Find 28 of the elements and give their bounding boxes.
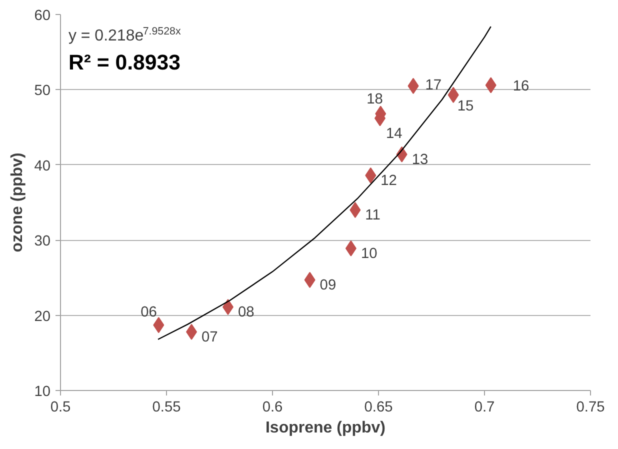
y-axis-title: ozone (ppbv) (9, 152, 26, 252)
y-tick-label: 20 (34, 308, 51, 325)
annotation: 09 (320, 277, 336, 294)
annotation: 17 (425, 77, 442, 94)
x-tick-label: 0.65 (364, 400, 393, 416)
y-tick-label: 50 (34, 83, 51, 100)
y-tick-label: 30 (34, 234, 51, 250)
y-tick-label: 40 (34, 158, 51, 174)
x-axis-title: Isoprene (ppbv) (265, 420, 386, 436)
annotation: 16 (512, 78, 530, 95)
annotation: 18 (366, 91, 383, 108)
x-tick-label: 0.5 (50, 400, 71, 416)
annotation: 10 (360, 246, 378, 262)
annotation: 13 (412, 152, 428, 168)
annotation: 11 (365, 208, 380, 224)
x-tick-label: 0.75 (576, 400, 605, 416)
annotation: 12 (380, 172, 397, 189)
x-tick-label: 0.6 (262, 400, 283, 416)
annotation: 06 (140, 304, 157, 321)
x-tick-label: 0.55 (152, 400, 181, 416)
x-tick-label: 0.7 (474, 400, 495, 416)
annotation: 14 (386, 126, 402, 142)
annotation: 07 (202, 329, 218, 346)
y-tick-label: 10 (34, 384, 51, 400)
annotation: 08 (238, 304, 254, 321)
y-tick-label: 60 (34, 8, 51, 24)
annotation: R² = 0.8933 (68, 50, 181, 75)
annotation: 15 (457, 98, 474, 114)
